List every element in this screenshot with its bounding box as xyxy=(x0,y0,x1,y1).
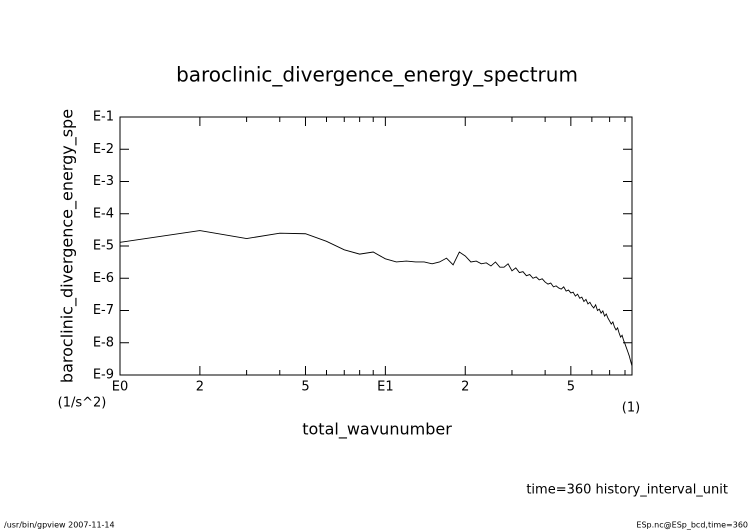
x-axis-label: total_wavunumber xyxy=(302,420,452,440)
x-tick-label: E1 xyxy=(377,380,394,395)
y-tick-label: E-3 xyxy=(93,174,114,189)
note: time=360 history_interval_unit xyxy=(526,483,728,498)
y-tick-label: E-2 xyxy=(93,142,114,157)
y-tick-label: E-7 xyxy=(93,303,114,318)
x-unit: (1) xyxy=(622,401,640,416)
y-axis-label: baroclinic_divergence_energy_spe xyxy=(58,109,78,383)
y-tick-label: E-5 xyxy=(93,239,114,254)
y-tick-label: E-6 xyxy=(93,271,114,286)
x-tick-label: 5 xyxy=(567,380,575,395)
y-tick-label: E-1 xyxy=(93,110,114,125)
y-unit: (1/s^2) xyxy=(58,396,107,411)
x-tick-label: 5 xyxy=(301,380,309,395)
y-tick-label: E-8 xyxy=(93,335,114,350)
chart-title: baroclinic_divergence_energy_spectrum xyxy=(176,63,578,87)
y-tick-label: E-9 xyxy=(93,368,114,383)
footer-left: /usr/bin/gpview 2007-11-14 xyxy=(4,521,115,530)
footer-right: ESp.nc@ESp_bcd,time=360 xyxy=(636,521,748,530)
x-tick-label: 2 xyxy=(461,380,469,395)
y-tick-label: E-4 xyxy=(93,206,114,221)
x-tick-label: 2 xyxy=(196,380,204,395)
x-tick-label: E0 xyxy=(112,380,129,395)
data-line xyxy=(119,230,633,367)
